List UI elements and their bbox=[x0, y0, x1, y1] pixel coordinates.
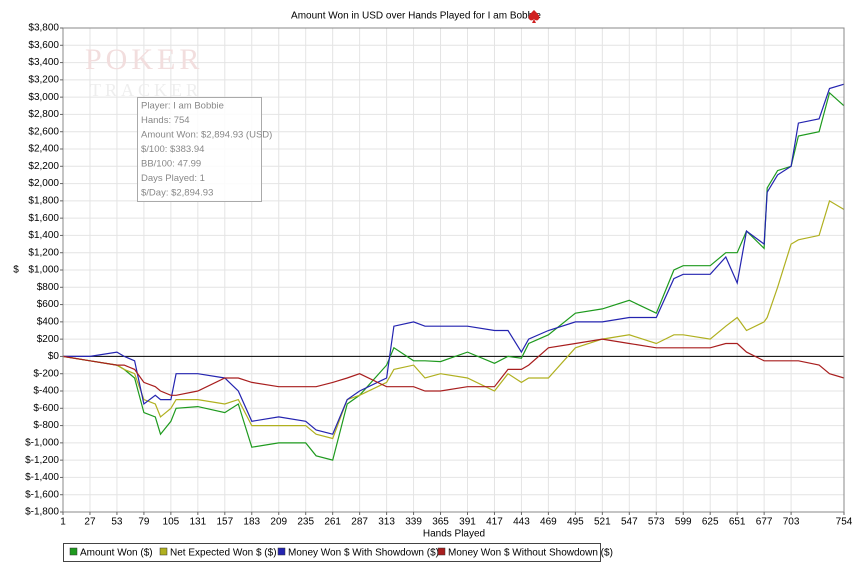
series-line bbox=[62, 338, 845, 396]
x-tick-label: 599 bbox=[675, 517, 692, 528]
legend-swatch bbox=[159, 547, 168, 556]
x-tick-label: 625 bbox=[702, 517, 719, 528]
x-tick-label: 1 bbox=[60, 517, 66, 528]
legend-swatch bbox=[437, 547, 446, 556]
x-tick-label: 651 bbox=[729, 517, 746, 528]
x-tick-label: 365 bbox=[432, 517, 449, 528]
x-tick-label: 313 bbox=[378, 517, 395, 528]
y-tick-label: $-1,800 bbox=[25, 507, 59, 518]
x-tick-label: 157 bbox=[216, 517, 233, 528]
x-tick-label: 547 bbox=[621, 517, 638, 528]
y-tick-label: $400 bbox=[37, 316, 60, 327]
x-tick-label: 287 bbox=[351, 517, 368, 528]
x-tick-label: 53 bbox=[111, 517, 123, 528]
y-tick-label: $800 bbox=[37, 282, 60, 293]
x-tick-label: 27 bbox=[84, 517, 96, 528]
x-tick-label: 469 bbox=[540, 517, 557, 528]
y-tick-label: $2,000 bbox=[28, 178, 59, 189]
tooltip-line: BB/100: 47.99 bbox=[141, 159, 201, 170]
legend-label: Money Won $ Without Showdown ($) bbox=[448, 548, 613, 559]
y-tick-label: $-200 bbox=[33, 368, 59, 379]
tooltip-line: Hands: 754 bbox=[141, 115, 190, 126]
y-tick-label: $3,800 bbox=[28, 23, 59, 34]
y-tick-label: $2,400 bbox=[28, 144, 59, 155]
tooltip-line: $/100: $383.94 bbox=[141, 144, 204, 155]
y-tick-label: $1,800 bbox=[28, 195, 59, 206]
x-tick-label: 703 bbox=[783, 517, 800, 528]
y-tick-label: $-400 bbox=[33, 386, 59, 397]
y-tick-label: $-800 bbox=[33, 420, 59, 431]
x-tick-label: 339 bbox=[405, 517, 422, 528]
x-tick-label: 495 bbox=[567, 517, 584, 528]
y-tick-label: $0 bbox=[48, 351, 60, 362]
watermark: TRACKER bbox=[90, 80, 202, 100]
y-tick-label: $200 bbox=[37, 334, 60, 345]
y-tick-label: $3,600 bbox=[28, 40, 59, 51]
legend bbox=[63, 543, 601, 562]
y-tick-label: $-1,200 bbox=[25, 455, 59, 466]
y-tick-label: $1,400 bbox=[28, 230, 59, 241]
chart-title: Amount Won in USD over Hands Played for … bbox=[291, 11, 541, 22]
x-tick-label: 754 bbox=[836, 517, 853, 528]
y-tick-label: $3,000 bbox=[28, 92, 59, 103]
legend-label: Net Expected Won $ ($) bbox=[170, 548, 277, 559]
series-line bbox=[62, 199, 845, 440]
tooltip-box bbox=[137, 97, 262, 202]
y-tick-label: $-1,400 bbox=[25, 472, 59, 483]
x-tick-label: 417 bbox=[486, 517, 503, 528]
y-tick-label: $600 bbox=[37, 299, 60, 310]
y-tick-label: $2,200 bbox=[28, 161, 59, 172]
tooltip-line: Player: I am Bobbie bbox=[141, 101, 224, 112]
x-tick-label: 235 bbox=[297, 517, 314, 528]
y-tick-label: $2,600 bbox=[28, 126, 59, 137]
x-tick-label: 209 bbox=[270, 517, 287, 528]
y-axis-label: $ bbox=[13, 265, 19, 276]
x-tick-label: 131 bbox=[189, 517, 206, 528]
y-tick-label: $1,200 bbox=[28, 247, 59, 258]
x-tick-label: 105 bbox=[163, 517, 180, 528]
tooltip-line: Amount Won: $2,894.93 (USD) bbox=[141, 130, 272, 141]
x-tick-label: 79 bbox=[138, 517, 150, 528]
legend-swatch bbox=[277, 547, 286, 556]
series-line bbox=[63, 83, 845, 435]
x-tick-label: 677 bbox=[756, 517, 773, 528]
y-tick-label: $1,600 bbox=[28, 213, 59, 224]
y-tick-label: $-1,000 bbox=[25, 437, 59, 448]
x-tick-label: 183 bbox=[243, 517, 260, 528]
x-tick-label: 443 bbox=[513, 517, 530, 528]
x-tick-label: 391 bbox=[459, 517, 476, 528]
spade-icon bbox=[528, 10, 540, 23]
x-tick-label: 261 bbox=[324, 517, 341, 528]
x-tick-label: 573 bbox=[648, 517, 665, 528]
y-tick-label: $2,800 bbox=[28, 109, 59, 120]
x-tick-label: 521 bbox=[594, 517, 611, 528]
y-tick-label: $3,400 bbox=[28, 57, 59, 68]
legend-label: Money Won $ With Showdown ($) bbox=[288, 548, 439, 559]
watermark: POKER bbox=[85, 43, 203, 76]
y-tick-label: $1,000 bbox=[28, 265, 59, 276]
y-tick-label: $3,200 bbox=[28, 74, 59, 85]
legend-swatch bbox=[69, 547, 78, 556]
tooltip-line: $/Day: $2,894.93 bbox=[141, 188, 213, 199]
legend-label: Amount Won ($) bbox=[80, 548, 153, 559]
y-tick-label: $-1,600 bbox=[25, 489, 59, 500]
x-axis-label: Hands Played bbox=[423, 529, 485, 540]
tooltip-line: Days Played: 1 bbox=[141, 173, 205, 184]
y-tick-label: $-600 bbox=[33, 403, 59, 414]
